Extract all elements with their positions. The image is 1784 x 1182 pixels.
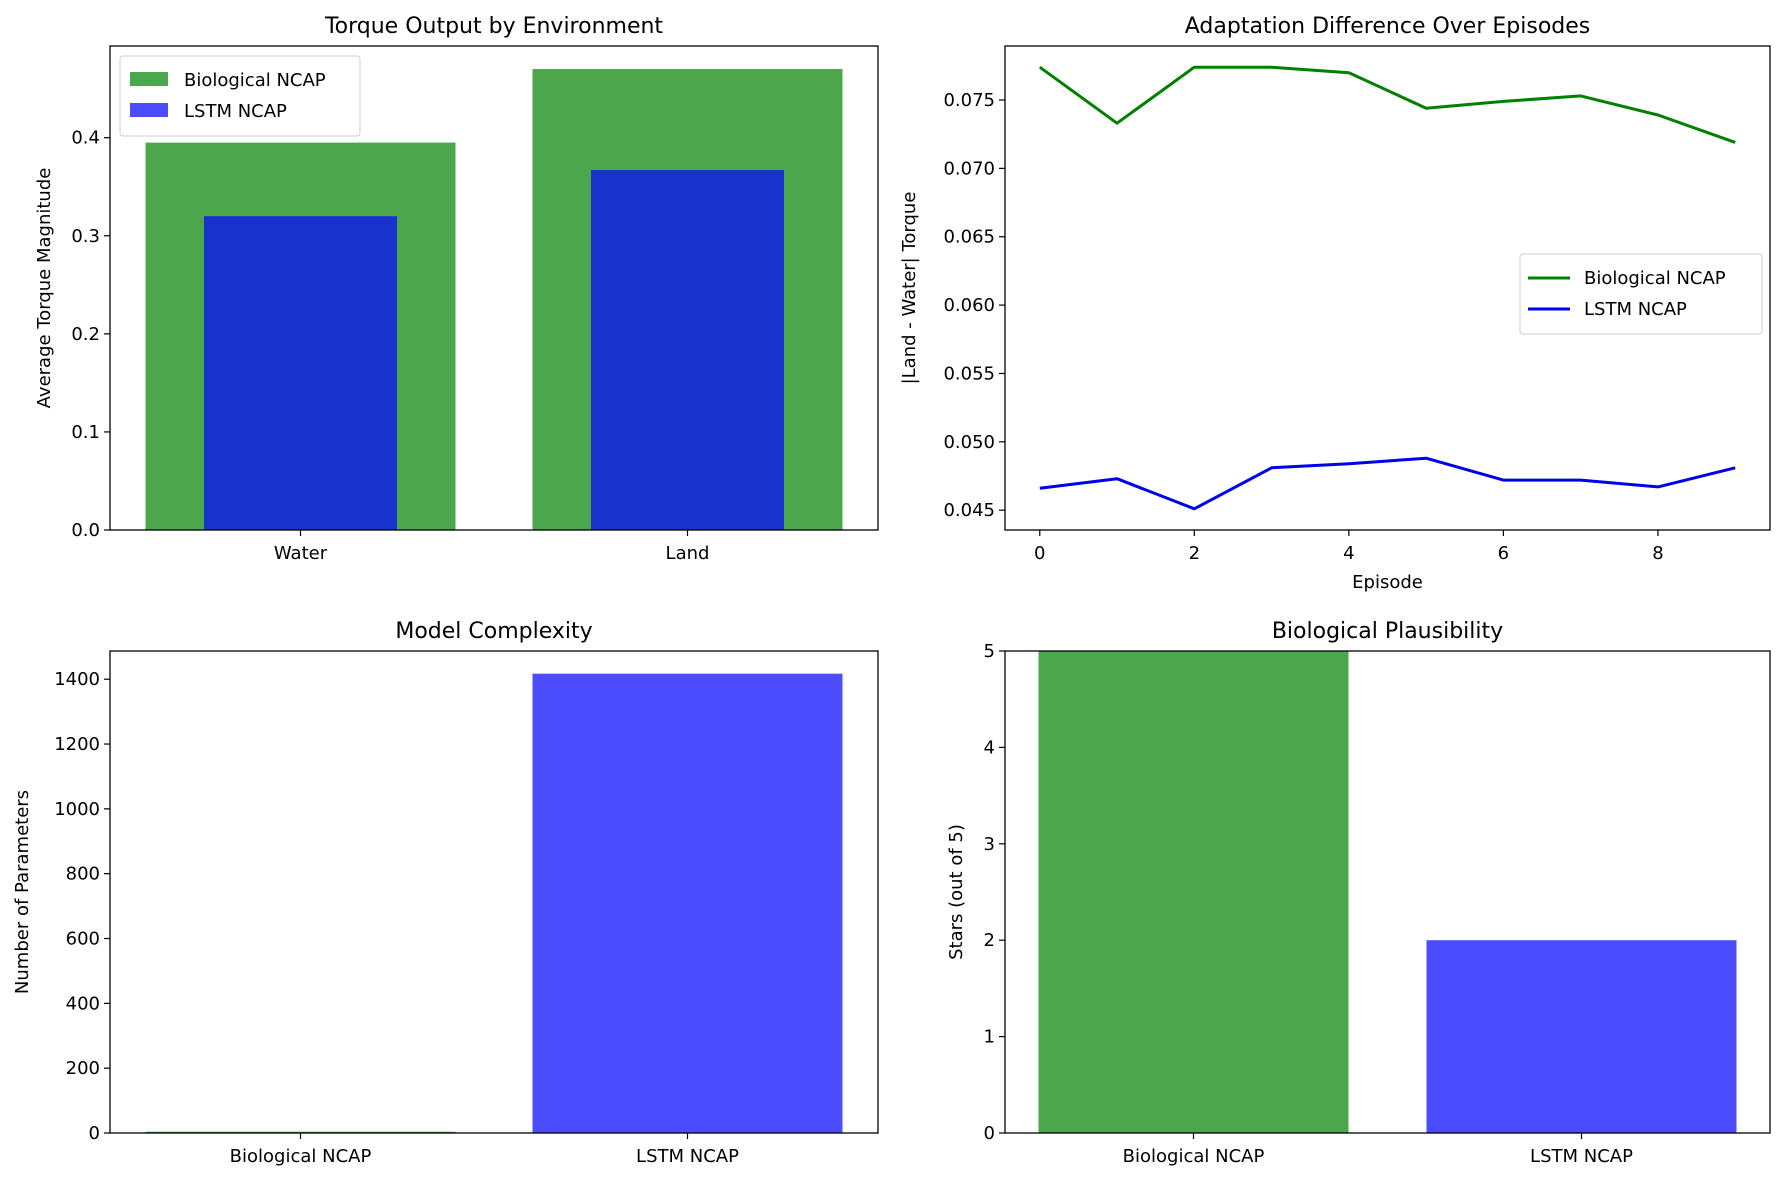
y-tick-label: 1200 xyxy=(54,734,100,755)
x-tick-label: Biological NCAP xyxy=(1123,1146,1265,1167)
chart-title: Model Complexity xyxy=(395,619,592,644)
axes-frame xyxy=(109,45,879,531)
y-tick-label: 3 xyxy=(984,834,995,855)
y-tick-label: 0.070 xyxy=(943,158,995,179)
y-tick-label: 0.045 xyxy=(943,500,995,521)
legend-box xyxy=(119,55,361,137)
y-tick-label: 0.3 xyxy=(71,226,100,247)
model-complexity-chart: 0 200 400 600 800 1000 1200 1400 Biological NCAP… xyxy=(12,619,879,1167)
y-tick-label: 200 xyxy=(66,1058,100,1079)
x-tick-label: 8 xyxy=(1652,543,1663,564)
y-tick-label: 2 xyxy=(984,930,995,951)
chart-title: Biological Plausibility xyxy=(1272,619,1503,644)
x-tick-label: 0 xyxy=(1034,543,1045,564)
y-axis-label: Number of Parameters xyxy=(12,790,33,994)
axes-frame xyxy=(1004,45,1771,531)
legend-label: LSTM NCAP xyxy=(184,101,287,122)
y-tick-label: 5 xyxy=(984,641,995,662)
bar-biological-ncap xyxy=(1038,651,1349,1133)
y-tick-label: 800 xyxy=(66,864,100,885)
y-tick-label: 0.055 xyxy=(943,363,995,384)
x-tick-label: Biological NCAP xyxy=(230,1146,372,1167)
bar-lstm-land xyxy=(591,170,784,530)
y-tick-label: 1400 xyxy=(54,669,100,690)
y-axis-label: Average Torque Magnitude xyxy=(34,168,55,409)
x-tick-label: LSTM NCAP xyxy=(1530,1146,1633,1167)
y-axis-label: |Land - Water| Torque xyxy=(899,192,920,385)
y-tick-label: 600 xyxy=(66,929,100,950)
x-tick-label: Land xyxy=(666,543,710,564)
y-tick-label: 4 xyxy=(984,737,995,758)
y-tick-label: 0.065 xyxy=(943,227,995,248)
legend-label: Biological NCAP xyxy=(1584,268,1726,289)
y-tick-label: 1000 xyxy=(54,799,100,820)
legend-label: Biological NCAP xyxy=(184,70,326,91)
x-tick-label: 4 xyxy=(1343,543,1354,564)
x-tick-label: Water xyxy=(274,543,328,564)
y-axis-label: Stars (out of 5) xyxy=(946,824,967,960)
x-axis-label: Episode xyxy=(1352,572,1423,593)
y-tick-label: 0 xyxy=(984,1123,995,1144)
y-tick-label: 0.0 xyxy=(71,520,100,541)
line-biological-ncap xyxy=(1038,65,1736,144)
x-tick-label: LSTM NCAP xyxy=(636,1146,739,1167)
bar-lstm-water xyxy=(204,216,397,530)
legend-label: LSTM NCAP xyxy=(1584,299,1687,320)
bar-lstm-ncap xyxy=(1426,940,1737,1133)
x-tick-label: 2 xyxy=(1189,543,1200,564)
axes-frame xyxy=(109,650,879,1134)
adaptation-difference-chart: 0.045 0.050 0.055 0.060 0.065 0.070 0.075 0 2 4 6 8… xyxy=(899,14,1771,593)
axes-frame xyxy=(1004,650,1771,1134)
y-tick-label: 0.075 xyxy=(943,90,995,111)
y-tick-label: 1 xyxy=(984,1027,995,1048)
legend-swatch xyxy=(130,72,168,86)
y-tick-label: 0.1 xyxy=(71,422,100,443)
y-tick-label: 400 xyxy=(66,993,100,1014)
x-tick-label: 6 xyxy=(1498,543,1509,564)
line-lstm-ncap xyxy=(1039,456,1736,511)
legend-swatch xyxy=(130,103,168,117)
y-tick-label: 0.050 xyxy=(943,432,995,453)
biological-plausibility-chart: 0 1 2 3 4 5 Biological NCAP LSTM NCAP Biological… xyxy=(946,619,1771,1167)
y-tick-label: 0.2 xyxy=(71,324,100,345)
torque-output-chart: 0.0 0.1 0.2 0.3 0.4 Water Land Torque Output by… xyxy=(34,14,879,564)
y-tick-label: 0 xyxy=(89,1123,100,1144)
bar-lstm-ncap xyxy=(532,673,843,1133)
chart-title: Torque Output by Environment xyxy=(324,14,663,39)
chart-title: Adaptation Difference Over Episodes xyxy=(1185,14,1591,39)
y-tick-label: 0.060 xyxy=(943,295,995,316)
legend-box xyxy=(1519,253,1763,335)
y-tick-label: 0.4 xyxy=(71,128,100,149)
